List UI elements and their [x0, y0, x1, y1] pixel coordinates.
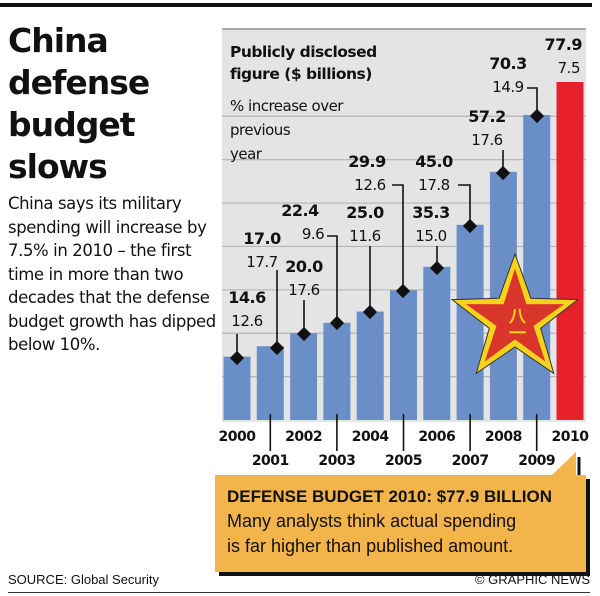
year-label: 2010 [552, 429, 590, 445]
pct-label: 12.6 [231, 312, 262, 330]
headline-line: defense [8, 63, 150, 102]
headline-line: China [8, 21, 109, 60]
bar-2006 [423, 266, 451, 420]
leader-line [327, 235, 338, 323]
star-emblem-text: 八一 [505, 307, 526, 341]
year-label: 2000 [219, 429, 257, 445]
year-label: 2003 [318, 453, 355, 469]
value-label: 57.2 [468, 107, 505, 126]
year-label: 2006 [418, 429, 455, 445]
data-point-diamond [362, 304, 378, 320]
pct-label: 9.6 [302, 225, 324, 243]
source-note: SOURCE: Global Security [8, 572, 159, 587]
year-label: 2007 [452, 453, 489, 469]
bar-2007 [456, 224, 484, 420]
data-point-diamond [229, 350, 245, 366]
bar-2001 [256, 346, 284, 420]
value-label: 25.0 [346, 203, 384, 222]
value-label: 77.9 [545, 35, 583, 54]
callout-title: DEFENSE BUDGET 2010: $77.9 BILLION [227, 487, 552, 506]
year-label: 2009 [518, 453, 555, 469]
legend-value-label: Publicly disclosed [230, 43, 377, 61]
year-label: 2002 [285, 429, 322, 445]
headline: China defense budget slows [8, 20, 150, 188]
value-label: 45.0 [415, 152, 453, 171]
data-point-diamond [269, 340, 285, 356]
bar-2002 [290, 333, 318, 420]
bar-2000 [223, 356, 251, 420]
pct-label: 7.5 [558, 59, 580, 77]
value-label: 29.9 [348, 152, 386, 171]
bar-2003 [323, 322, 351, 420]
headline-line: slows [8, 147, 108, 186]
bar-2004 [356, 311, 384, 420]
leader-line [527, 87, 538, 116]
year-label: 2004 [352, 429, 390, 445]
callout-text: Many analysts think actual spending [227, 511, 516, 531]
headline-line: budget [8, 105, 136, 144]
intro-text: China says its military spending will in… [8, 194, 216, 354]
data-point-diamond [429, 260, 445, 276]
data-point-diamond [296, 326, 312, 342]
pct-label: 15.0 [415, 227, 446, 245]
pct-label: 14.9 [492, 78, 523, 96]
data-point-diamond [329, 315, 345, 331]
callout-pointer [552, 452, 576, 475]
pct-label: 17.8 [418, 176, 449, 194]
callout-box [215, 475, 586, 572]
top-rule [0, 3, 592, 7]
data-point-diamond [462, 218, 478, 234]
year-label: 2008 [485, 429, 522, 445]
star-emblem-inner [466, 268, 564, 362]
value-label: 14.6 [228, 288, 266, 307]
legend-pct-label: previous [230, 121, 291, 139]
value-label: 22.4 [281, 201, 319, 220]
data-point-diamond [529, 108, 545, 124]
credit: © GRAPHIC NEWS [474, 572, 590, 587]
data-point-diamond [395, 283, 411, 299]
value-label: 70.3 [489, 54, 526, 73]
value-label: 17.0 [243, 229, 281, 248]
value-label: 20.0 [285, 257, 323, 276]
bar-2010 [556, 82, 584, 420]
legend-pct-label: % increase over [230, 97, 344, 115]
pct-label: 17.7 [246, 253, 277, 271]
value-label: 35.3 [412, 203, 449, 222]
legend-value-label: figure ($ billions) [230, 65, 372, 83]
callout-text: is far higher than published amount. [227, 536, 513, 556]
leader-line [458, 184, 471, 226]
year-label: 2001 [252, 453, 289, 469]
year-label: 2005 [385, 453, 422, 469]
bar-2009 [523, 114, 551, 420]
pct-label: 11.6 [349, 227, 380, 245]
bottom-rule [8, 592, 590, 593]
data-point-diamond [495, 165, 511, 181]
legend-pct-label: year [230, 145, 263, 163]
bar-2005 [390, 290, 417, 420]
pct-label: 12.6 [354, 176, 385, 194]
pct-label: 17.6 [471, 131, 502, 149]
pct-label: 17.6 [288, 281, 319, 299]
leader-line [392, 184, 404, 291]
